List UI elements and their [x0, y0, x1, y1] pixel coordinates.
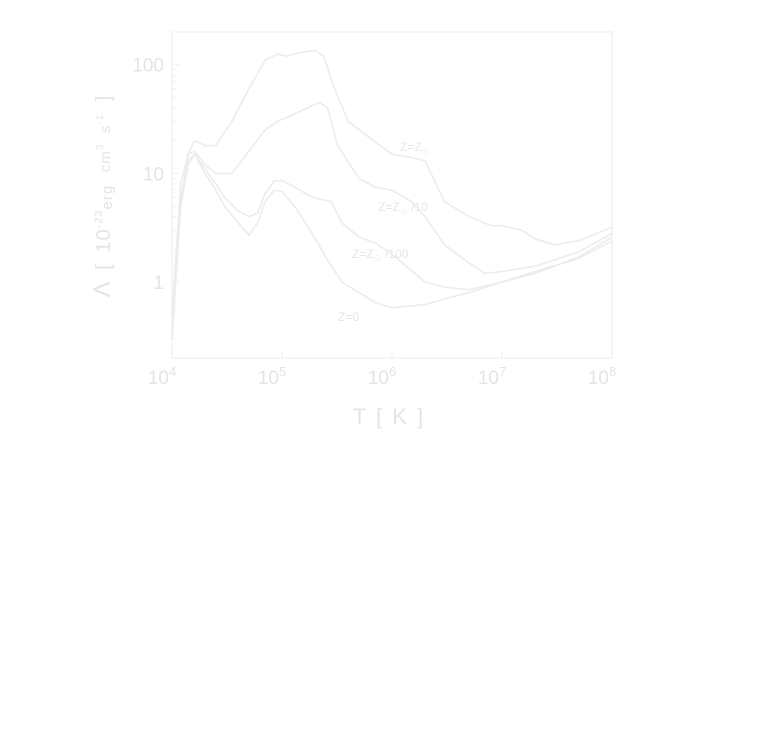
y-tick-label: 100: [132, 56, 164, 77]
y-axis-title: Λ [ 10-23erg cm3 s-1 ]: [86, 95, 117, 298]
x-axis-title: T [ K ]: [353, 404, 425, 429]
series-label-tenth: Z=Z☉ /10: [378, 200, 428, 217]
x-tick-label: 107: [478, 364, 506, 389]
series-label-solar: Z=Z☉: [400, 140, 430, 157]
x-tick-label: 108: [588, 364, 616, 389]
curves-group: [171, 49, 613, 339]
series-line-0: [171, 49, 613, 339]
y-tick-label: 1: [153, 273, 164, 294]
y-axis-ticks: 1 10 100: [132, 31, 179, 359]
x-tick-label: 104: [148, 364, 176, 389]
svg-text:Λ [ 10-23erg: Λ [ 10-23erg cm3 s-1 ]: [86, 95, 117, 298]
x-tick-label: 105: [258, 364, 286, 389]
series-label-zero: Z=0: [338, 310, 359, 324]
series-line-1: [171, 101, 613, 315]
series-label-hundredth: Z=Z☉ /100: [352, 247, 409, 264]
series-line-2: [171, 153, 613, 315]
series-line-3: [171, 153, 613, 339]
x-tick-label: 106: [368, 364, 396, 389]
x-axis-ticks: 104 105 106 107 108: [148, 351, 616, 389]
plot-frame: [171, 31, 613, 359]
y-tick-label: 10: [143, 164, 164, 185]
